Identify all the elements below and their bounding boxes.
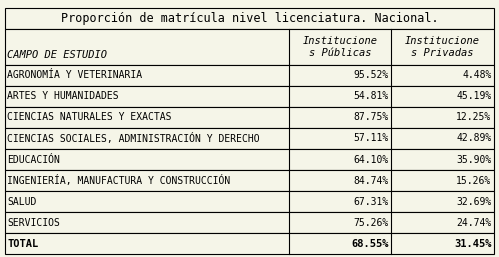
Bar xyxy=(5,128,494,149)
Bar xyxy=(5,8,494,29)
Text: 84.74%: 84.74% xyxy=(354,176,389,186)
Bar xyxy=(5,170,494,191)
Text: AGRONOMÍA Y VETERINARIA: AGRONOMÍA Y VETERINARIA xyxy=(7,70,143,80)
Text: SALUD: SALUD xyxy=(7,197,37,207)
Bar xyxy=(5,29,494,65)
Text: 32.69%: 32.69% xyxy=(456,197,492,207)
Text: Institucione
s Privadas: Institucione s Privadas xyxy=(405,36,480,58)
Text: 35.90%: 35.90% xyxy=(456,154,492,164)
Text: Institucione
s Públicas: Institucione s Públicas xyxy=(302,36,377,58)
Text: 87.75%: 87.75% xyxy=(354,112,389,122)
Text: 31.45%: 31.45% xyxy=(454,239,492,249)
Text: CAMPO DE ESTUDIO: CAMPO DE ESTUDIO xyxy=(7,50,107,60)
Text: 12.25%: 12.25% xyxy=(456,112,492,122)
Text: SERVICIOS: SERVICIOS xyxy=(7,218,60,228)
Bar xyxy=(5,86,494,107)
Text: 45.19%: 45.19% xyxy=(456,91,492,101)
Bar xyxy=(5,233,494,254)
Bar xyxy=(5,107,494,128)
Bar xyxy=(5,212,494,233)
Text: 64.10%: 64.10% xyxy=(354,154,389,164)
Text: TOTAL: TOTAL xyxy=(7,239,39,249)
Text: EDUCACIÓN: EDUCACIÓN xyxy=(7,154,60,164)
Text: ARTES Y HUMANIDADES: ARTES Y HUMANIDADES xyxy=(7,91,119,101)
Bar xyxy=(5,149,494,170)
Text: Proporción de matrícula nivel licenciatura. Nacional.: Proporción de matrícula nivel licenciatu… xyxy=(61,12,438,25)
Text: 75.26%: 75.26% xyxy=(354,218,389,228)
Text: 67.31%: 67.31% xyxy=(354,197,389,207)
Text: CIENCIAS SOCIALES, ADMINISTRACIÓN Y DERECHO: CIENCIAS SOCIALES, ADMINISTRACIÓN Y DERE… xyxy=(7,133,260,144)
Text: 54.81%: 54.81% xyxy=(354,91,389,101)
Bar xyxy=(5,191,494,212)
Text: 95.52%: 95.52% xyxy=(354,70,389,80)
Text: INGENIERÍA, MANUFACTURA Y CONSTRUCCIÓN: INGENIERÍA, MANUFACTURA Y CONSTRUCCIÓN xyxy=(7,175,231,186)
Text: 68.55%: 68.55% xyxy=(351,239,389,249)
Text: 15.26%: 15.26% xyxy=(456,176,492,186)
Text: 24.74%: 24.74% xyxy=(456,218,492,228)
Bar xyxy=(5,65,494,86)
Text: CIENCIAS NATURALES Y EXACTAS: CIENCIAS NATURALES Y EXACTAS xyxy=(7,112,172,122)
Text: 4.48%: 4.48% xyxy=(462,70,492,80)
Text: 42.89%: 42.89% xyxy=(456,133,492,143)
Text: 57.11%: 57.11% xyxy=(354,133,389,143)
